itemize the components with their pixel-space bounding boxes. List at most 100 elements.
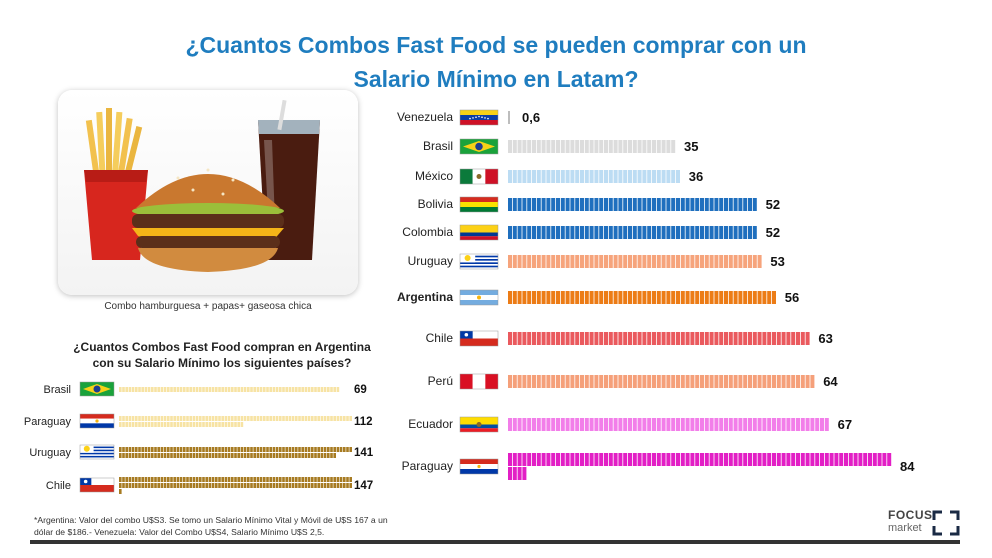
bar-cell [508,332,512,345]
sub-bar-cell [272,387,276,392]
sub-bar-cell [215,416,218,421]
sub-bar-cell [125,453,128,458]
bar-cell [594,418,599,431]
sub-bar-cell [119,453,122,458]
bar-cell [565,453,570,466]
bar-cell [642,226,647,239]
bar [508,140,676,153]
bar-cell [714,418,719,431]
bar-cell [565,375,570,388]
sub-bar-cell [282,477,285,482]
bar-cell [599,453,604,466]
sub-bar-cell [288,416,292,421]
bar-cell [695,375,700,388]
bar-cell [512,467,517,480]
sub-bar-cell [295,483,298,488]
bar-cell [628,255,632,268]
sub-bar-cell [221,387,224,392]
bar-cell [776,418,781,431]
bar-cell [556,198,560,211]
sub-bar-cell [183,483,186,488]
sub-bar-cell [173,483,176,488]
sub-bar-cell [237,387,240,392]
sub-bar-cell [256,453,260,458]
bar-cell [776,332,781,345]
sub-bar-cell [346,477,349,482]
sub-bar-cell [199,483,202,488]
bar-cell [748,375,752,388]
sub-bar-cell [317,483,320,488]
bar-cell [613,291,618,304]
sub-bar-cell [231,477,234,482]
flag-colombia-icon [459,224,499,241]
sub-bar-cell [253,387,256,392]
bar-cell [508,255,512,268]
bar-cell [512,418,517,431]
sub-bar-cell [253,477,256,482]
bar-cell [613,418,618,431]
bar-cell [623,453,628,466]
sub-bar-cell [314,483,317,488]
bar-cell [652,453,656,466]
sub-bar-cell [144,477,148,482]
bar-cell [642,453,647,466]
value-label: 63 [818,331,832,346]
sub-bar-cell [131,447,135,452]
sub-bar-cell [259,387,263,392]
bar-cell [685,226,690,239]
bar [508,453,892,480]
bar-cell [805,375,810,388]
category-label: Argentina [397,290,453,304]
bar-cell [556,375,560,388]
sub-bar-cell [240,483,244,488]
sub-bar-cell [247,453,250,458]
bar-cell [738,255,743,268]
bar-cell [517,332,522,345]
value-label: 52 [766,225,780,240]
bar-cell [848,453,853,466]
bar-cell [709,332,714,345]
bar-cell [599,375,604,388]
sub-bar-cell [179,387,183,392]
sub-bar-cell [237,483,240,488]
bar-cell [541,332,546,345]
bar-cell [719,226,724,239]
sub-bar-cell [141,447,144,452]
value-label: 36 [689,169,703,184]
bar-cell [599,291,604,304]
bar-cell [642,418,647,431]
bar-cell [642,140,647,153]
bar-cell [772,418,776,431]
bar-cell [632,291,637,304]
sub-bar-cell [227,477,231,482]
sub-bar-cell [186,447,189,452]
sub-bar-cell [250,477,253,482]
sub-bar-cell [327,387,330,392]
bar-cell [743,198,748,211]
bar-cell [661,291,666,304]
bar-cell [709,418,714,431]
bar-cell [661,332,666,345]
sub-bar-cell [154,483,157,488]
bar-cell [584,291,589,304]
sub-bar-cell [231,483,234,488]
sub-bar-cell [330,483,333,488]
sub-bar-cell [272,453,276,458]
sub-bar-cell [205,447,208,452]
sub-bar-cell [304,477,308,482]
sub-bar-cell [339,483,343,488]
bar-cell [714,226,719,239]
sub-bar-cell [224,483,228,488]
bar-cell [565,291,570,304]
sub-bar-cell [135,387,138,392]
category-label: Uruguay [408,254,453,268]
sub-bar-cell [343,416,346,421]
sub-bar-cell [125,387,128,392]
sub-bar-cell [208,422,212,427]
sub-bar-cell [301,477,304,482]
sub-bar-cell [247,387,250,392]
value-label: 52 [766,197,780,212]
bar-cell [613,375,618,388]
bar-cell [527,453,532,466]
bar-cell [532,140,536,153]
